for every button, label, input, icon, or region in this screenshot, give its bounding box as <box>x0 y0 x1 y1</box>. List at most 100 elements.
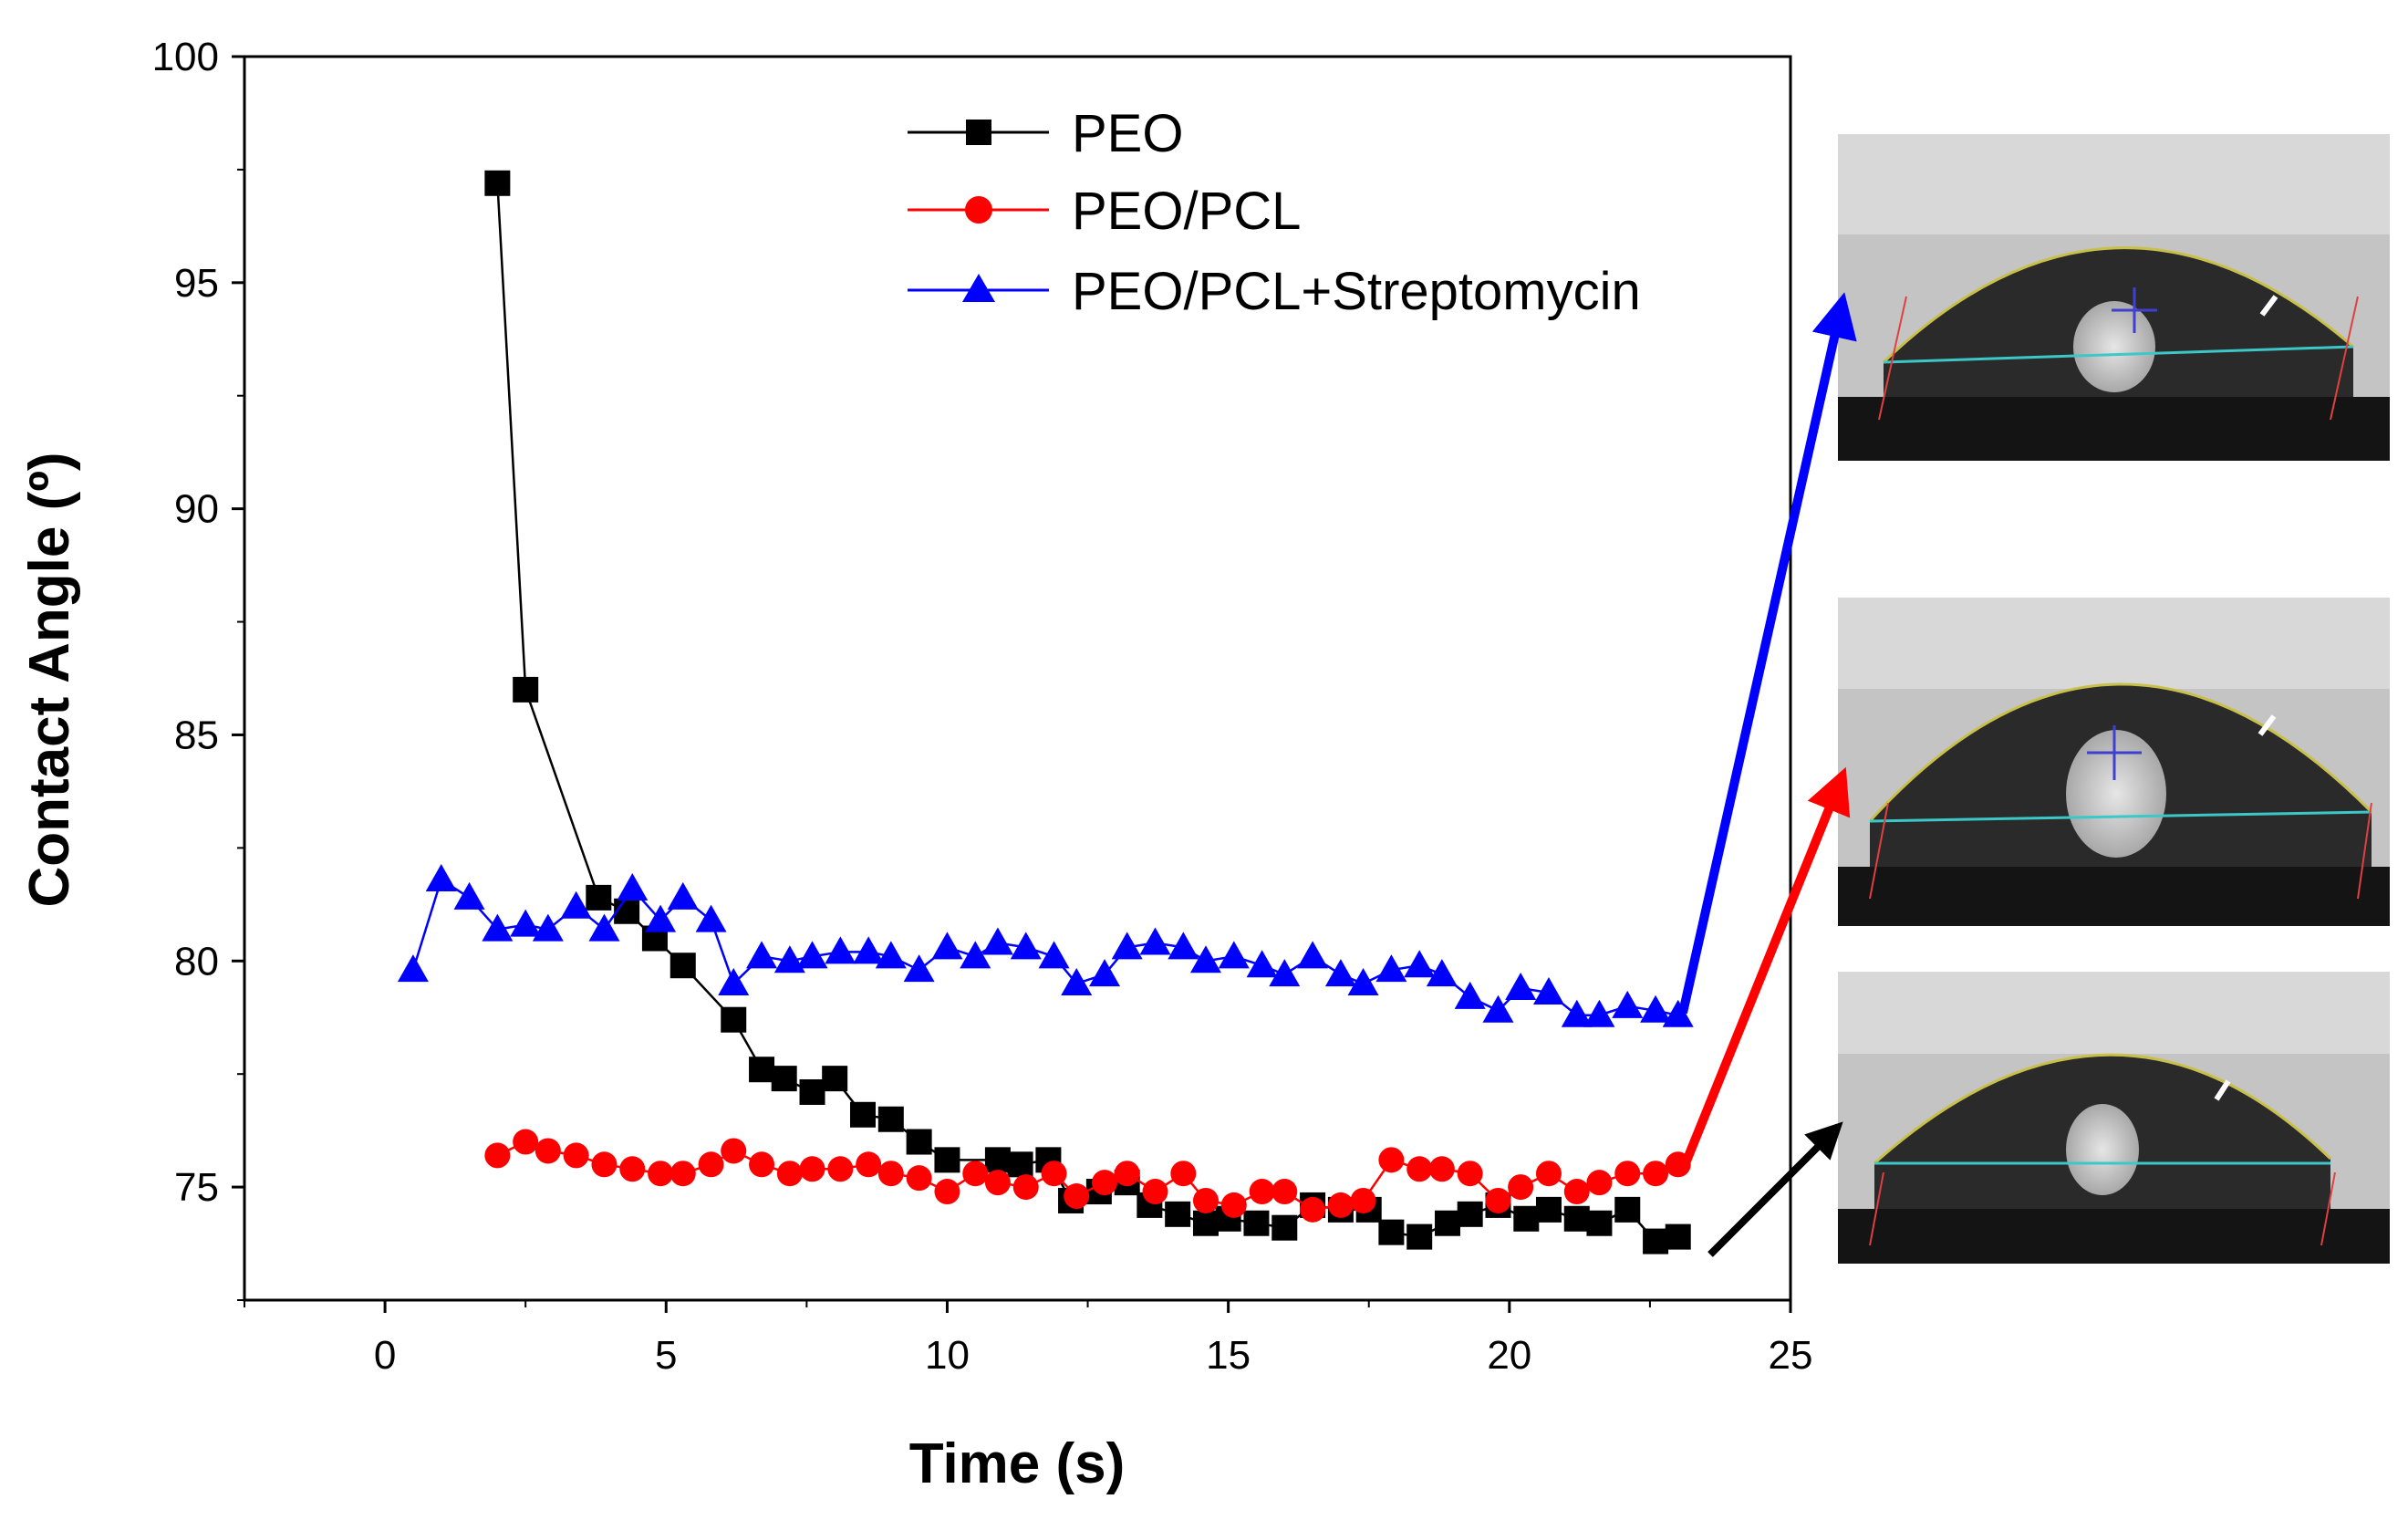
data-point <box>535 1138 561 1164</box>
data-point <box>563 1142 589 1169</box>
data-point <box>1061 968 1093 996</box>
data-point <box>1513 1205 1540 1232</box>
legend-marker-peo-pcl <box>965 196 992 224</box>
data-point <box>1269 959 1301 987</box>
data-point <box>906 1165 932 1192</box>
data-point <box>1010 932 1042 960</box>
data-point <box>825 936 856 964</box>
data-point <box>1218 941 1250 969</box>
data-point <box>875 941 907 969</box>
data-point <box>482 913 514 942</box>
data-point <box>1189 945 1221 973</box>
data-point <box>1643 1161 1669 1187</box>
data-point <box>1246 950 1278 978</box>
data-point <box>619 1156 646 1182</box>
data-point <box>1406 1223 1433 1250</box>
y-tick-label: 85 <box>174 713 219 757</box>
data-point <box>903 954 935 983</box>
data-point <box>718 968 750 996</box>
data-point <box>1404 950 1436 978</box>
data-point <box>776 1161 803 1187</box>
x-axis-title: Time (s) <box>909 1432 1126 1495</box>
legend-label-streptomycin: PEO/PCL+Streptomycin <box>1072 262 1641 321</box>
data-point <box>1485 1187 1511 1213</box>
data-point <box>773 945 805 973</box>
data-point <box>588 913 620 942</box>
data-point <box>648 1161 674 1187</box>
data-point <box>934 1179 960 1205</box>
data-point <box>1586 1170 1613 1196</box>
data-point <box>1324 959 1356 987</box>
data-point <box>1114 1161 1140 1187</box>
data-point <box>1220 1192 1247 1218</box>
data-point <box>934 1147 960 1173</box>
data-point <box>1457 1201 1483 1227</box>
data-point <box>931 932 963 960</box>
data-point <box>749 1151 775 1178</box>
data-point <box>1535 1161 1562 1187</box>
data-point <box>1271 1179 1298 1205</box>
data-point <box>1426 959 1458 987</box>
plot-area <box>243 55 1792 1302</box>
data-point <box>484 170 511 196</box>
data-point <box>853 936 885 964</box>
data-point <box>513 1129 539 1155</box>
data-point <box>1092 1170 1118 1196</box>
data-point <box>1378 1219 1405 1245</box>
arrow-peo <box>1707 1121 1843 1257</box>
data-point <box>1614 1161 1641 1187</box>
legend-label-peo-pcl: PEO/PCL <box>1072 182 1301 241</box>
data-point <box>827 1156 854 1182</box>
data-point <box>796 941 828 969</box>
data-point <box>749 1057 775 1083</box>
data-point <box>1563 1179 1590 1205</box>
data-point <box>669 1161 696 1187</box>
data-point <box>1665 1223 1691 1250</box>
data-point <box>1347 968 1379 996</box>
data-point <box>669 953 696 979</box>
data-point <box>799 1079 825 1106</box>
data-point <box>1406 1156 1433 1182</box>
y-tick-label: 90 <box>174 487 219 532</box>
series-1 <box>484 1129 1691 1223</box>
data-point <box>614 898 640 924</box>
legend-marker-streptomycin <box>962 274 995 302</box>
data-point <box>822 1066 848 1092</box>
series-line <box>496 1140 1679 1212</box>
data-point <box>1170 1161 1197 1187</box>
x-tick-label: 5 <box>655 1333 677 1378</box>
arrow-peo-pcl <box>1681 766 1851 1165</box>
x-tick-label: 20 <box>1487 1333 1531 1378</box>
legend-label-peo: PEO <box>1072 104 1184 163</box>
droplet-photo-peo <box>1838 972 2390 1264</box>
data-point <box>591 1151 618 1178</box>
data-point <box>484 1142 511 1169</box>
data-point <box>1535 1196 1562 1223</box>
data-point <box>799 1156 825 1182</box>
data-point <box>513 676 539 703</box>
data-point <box>1640 994 1672 1023</box>
data-point <box>1435 1210 1461 1236</box>
data-point <box>586 884 612 911</box>
data-point <box>425 864 457 892</box>
data-point <box>1064 1183 1090 1210</box>
data-point <box>877 1161 904 1187</box>
data-point <box>721 1138 747 1164</box>
data-point <box>1168 932 1199 960</box>
data-point <box>1089 959 1121 987</box>
series-0 <box>484 170 1691 1255</box>
data-point <box>645 904 677 932</box>
data-point <box>1007 1151 1033 1178</box>
data-point <box>746 941 778 969</box>
data-point <box>721 1006 747 1033</box>
axes: 0 5 10 15 20 25 75 80 85 90 95 100 <box>152 35 1813 1378</box>
y-tick-label: 95 <box>174 261 219 306</box>
data-point <box>1563 1205 1590 1232</box>
data-point <box>453 881 485 910</box>
data-point <box>1243 1210 1270 1236</box>
data-point <box>850 1101 876 1128</box>
data-point <box>877 1106 904 1132</box>
data-point <box>1583 999 1615 1027</box>
data-point <box>906 1129 932 1155</box>
x-tick-label: 25 <box>1769 1333 1813 1378</box>
